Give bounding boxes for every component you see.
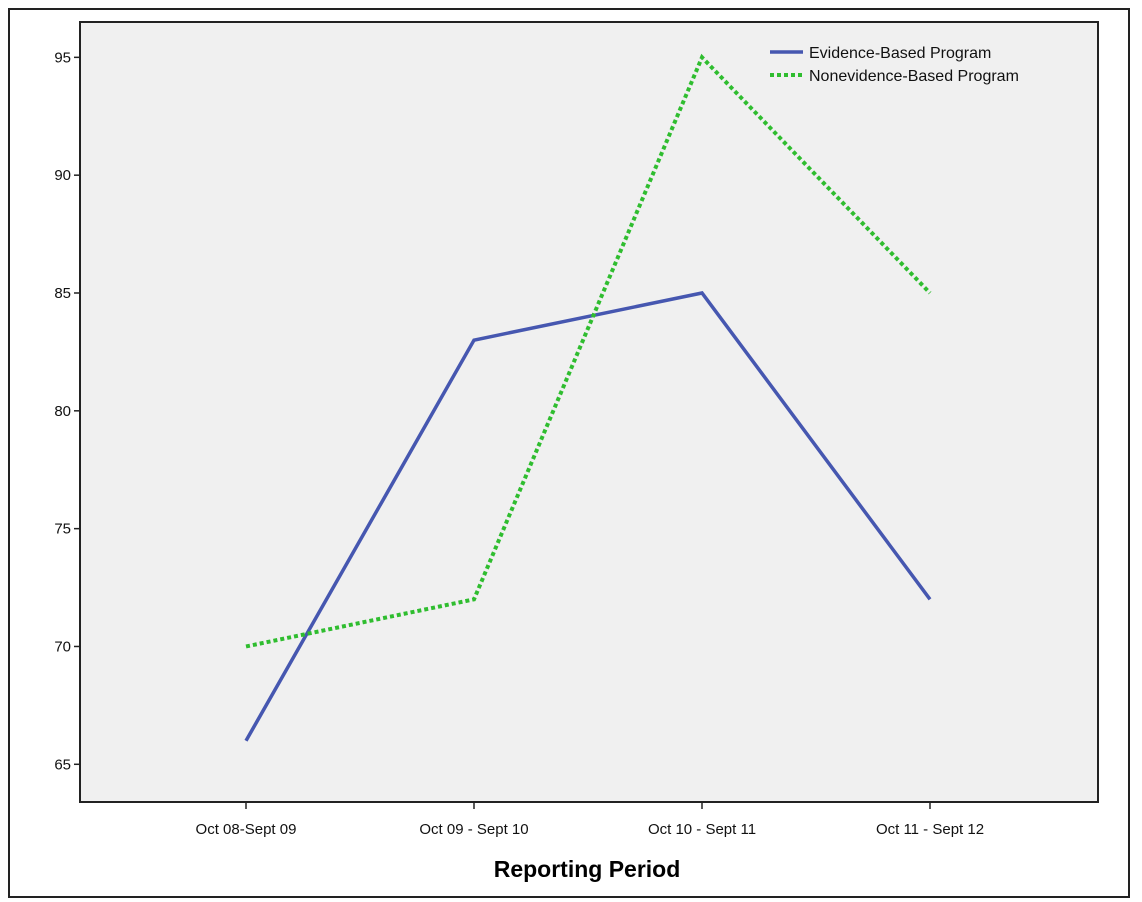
y-tick-label: 85: [54, 285, 71, 302]
series-line-evidence-based: [244, 291, 932, 742]
legend-label: Nonevidence-Based Program: [809, 68, 1019, 85]
x-tick-label: Oct 10 - Sept 11: [648, 821, 756, 838]
x-axis: Oct 08-Sept 09 Oct 09 - Sept 10 Oct 10 - S…: [196, 802, 984, 838]
legend-label: Evidence-Based Program: [809, 45, 991, 62]
y-tick-label: 90: [54, 167, 71, 184]
series-layer: [244, 53, 932, 742]
y-tick-label: 95: [54, 49, 71, 66]
x-tick-label: Oct 11 - Sept 12: [876, 821, 984, 838]
y-tick-label: 80: [54, 403, 71, 420]
series-line-nonevidence-based: [245, 53, 932, 649]
y-tick-label: 70: [54, 638, 71, 655]
legend: Evidence-Based Program Nonevidence-Based …: [770, 45, 1019, 85]
x-axis-title: Reporting Period: [494, 856, 681, 882]
plot-area: [79, 21, 1099, 803]
y-tick-label: 65: [54, 756, 71, 773]
y-tick-label: 75: [54, 521, 71, 538]
x-tick-label: Oct 09 - Sept 10: [419, 821, 528, 838]
x-tick-label: Oct 08-Sept 09: [196, 821, 297, 838]
y-axis: 65 70 75 80 85 90 95: [54, 49, 80, 773]
